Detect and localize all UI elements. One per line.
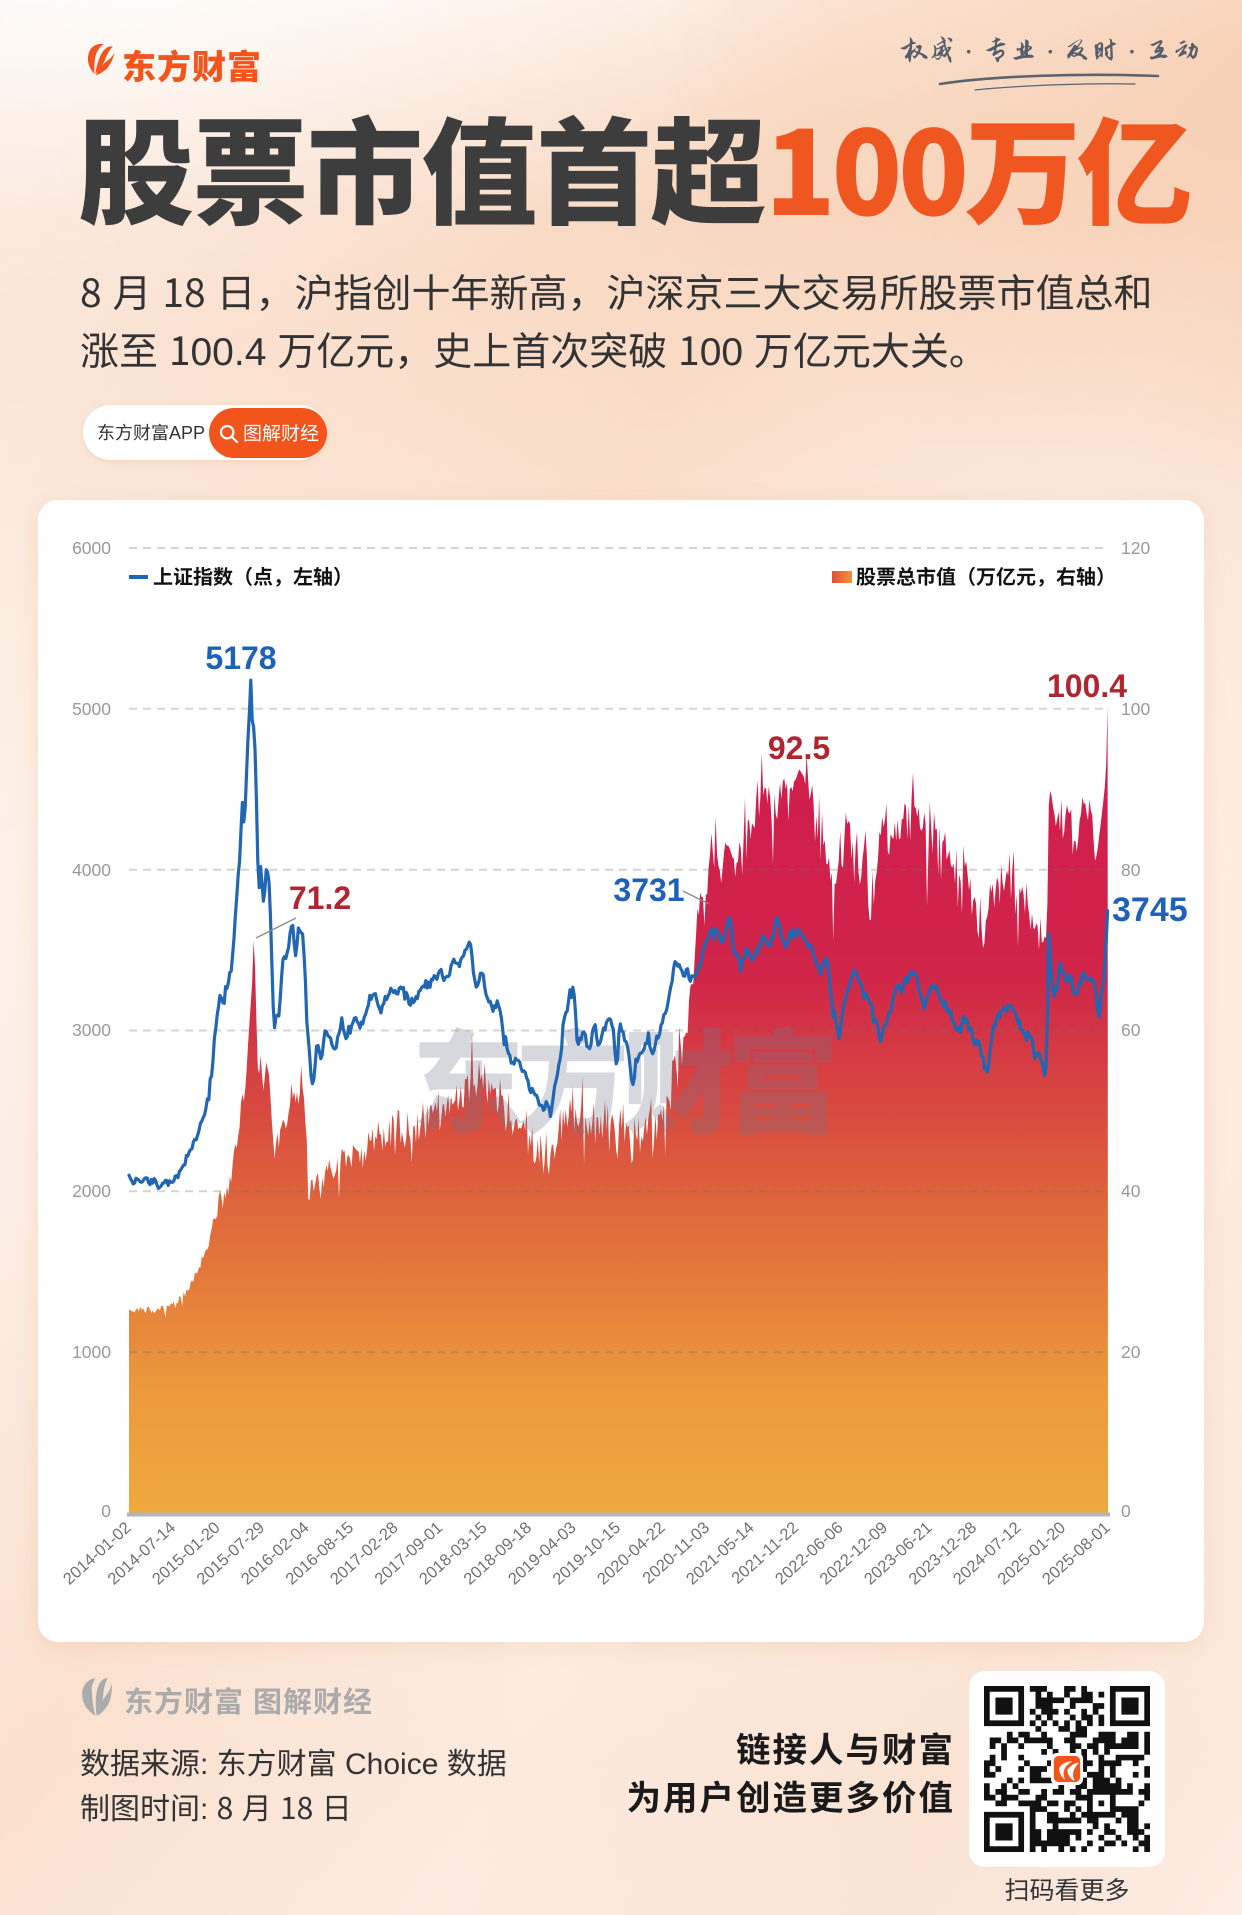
svg-text:3000: 3000 [72,1020,111,1040]
svg-text:5178: 5178 [205,640,276,676]
svg-text:6000: 6000 [72,538,111,558]
svg-text:1000: 1000 [72,1342,111,1362]
svg-text:100.4: 100.4 [1047,668,1127,704]
svg-text:3745: 3745 [1112,891,1188,929]
svg-text:71.2: 71.2 [289,880,351,916]
svg-text:2000: 2000 [72,1181,111,1201]
svg-text:5000: 5000 [72,699,111,719]
svg-text:80: 80 [1121,860,1141,880]
svg-text:东方财富: 东方财富 [412,995,832,1157]
svg-text:上证指数（点，左轴）: 上证指数（点，左轴） [153,561,353,590]
svg-text:120: 120 [1121,538,1150,558]
svg-text:0: 0 [101,1501,111,1521]
svg-text:60: 60 [1121,1020,1141,1040]
svg-text:20: 20 [1121,1342,1141,1362]
svg-text:100: 100 [1121,699,1150,719]
svg-text:3731: 3731 [613,872,684,908]
svg-text:40: 40 [1121,1181,1141,1201]
svg-text:0: 0 [1121,1501,1131,1521]
svg-text:股票总市值（万亿元，右轴）: 股票总市值（万亿元，右轴） [856,561,1116,590]
svg-text:92.5: 92.5 [768,730,830,766]
svg-text:4000: 4000 [72,860,111,880]
